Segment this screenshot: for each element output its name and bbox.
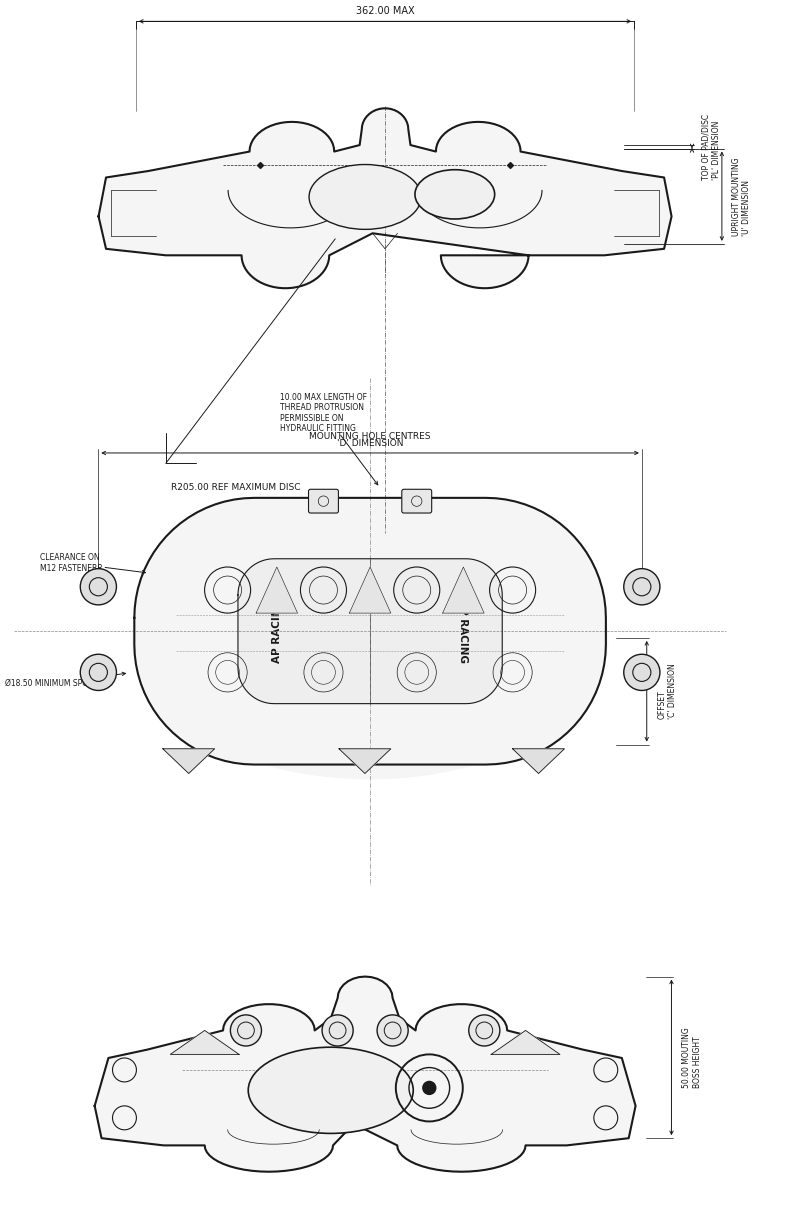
- Circle shape: [624, 654, 660, 690]
- Circle shape: [624, 569, 660, 604]
- Circle shape: [377, 1015, 408, 1046]
- Ellipse shape: [415, 170, 494, 219]
- Ellipse shape: [309, 165, 421, 230]
- Text: AP RACING: AP RACING: [458, 600, 468, 663]
- Text: MOUNTING HOLE CENTRES: MOUNTING HOLE CENTRES: [310, 432, 431, 441]
- Circle shape: [469, 1015, 500, 1046]
- Text: AP: AP: [446, 183, 464, 195]
- Polygon shape: [163, 748, 214, 773]
- Text: Radi-CAL: Radi-CAL: [326, 189, 370, 199]
- Text: Ø18.50 MINIMUM SPOTFACE: Ø18.50 MINIMUM SPOTFACE: [5, 673, 126, 687]
- Text: 50.00 MOUTING
BOSS HEIGHT: 50.00 MOUTING BOSS HEIGHT: [682, 1027, 702, 1088]
- Text: 362.00 MAX: 362.00 MAX: [356, 6, 414, 16]
- Polygon shape: [170, 1031, 239, 1055]
- Text: 'D' DIMENSION: 'D' DIMENSION: [337, 440, 403, 448]
- Circle shape: [422, 1081, 437, 1095]
- Circle shape: [322, 1015, 353, 1046]
- Polygon shape: [350, 567, 391, 613]
- Text: TOP OF PAD/DISC
'PL' DIMENSION: TOP OF PAD/DISC 'PL' DIMENSION: [702, 114, 722, 179]
- Ellipse shape: [248, 1048, 414, 1133]
- Circle shape: [80, 654, 117, 690]
- Circle shape: [80, 569, 117, 604]
- Text: R205.00 REF MAXIMUM DISC: R205.00 REF MAXIMUM DISC: [170, 484, 300, 492]
- Text: RACING: RACING: [310, 1100, 352, 1110]
- Text: RACING: RACING: [435, 200, 474, 209]
- Polygon shape: [98, 109, 671, 288]
- FancyBboxPatch shape: [402, 490, 432, 513]
- Polygon shape: [238, 559, 502, 703]
- Ellipse shape: [132, 499, 609, 779]
- Circle shape: [230, 1015, 262, 1046]
- Polygon shape: [491, 1031, 560, 1055]
- Text: 10.00 MAX LENGTH OF
THREAD PROTRUSION
PERMISSIBLE ON
HYDRAULIC FITTING: 10.00 MAX LENGTH OF THREAD PROTRUSION PE…: [281, 393, 378, 485]
- Polygon shape: [442, 567, 484, 613]
- Polygon shape: [513, 748, 565, 773]
- Polygon shape: [134, 498, 606, 764]
- Text: OFFSET
'C' DIMENSION: OFFSET 'C' DIMENSION: [658, 663, 677, 719]
- Polygon shape: [339, 748, 391, 773]
- Text: UPRIGHT MOUNTING
'U' DIMENSION: UPRIGHT MOUNTING 'U' DIMENSION: [732, 156, 751, 236]
- Text: AP RACING: AP RACING: [272, 600, 282, 663]
- FancyBboxPatch shape: [309, 490, 338, 513]
- Polygon shape: [94, 977, 635, 1172]
- Polygon shape: [256, 567, 298, 613]
- Text: CLEARANCE ON
M12 FASTENERR: CLEARANCE ON M12 FASTENERR: [40, 553, 146, 574]
- Text: AP: AP: [320, 1074, 342, 1089]
